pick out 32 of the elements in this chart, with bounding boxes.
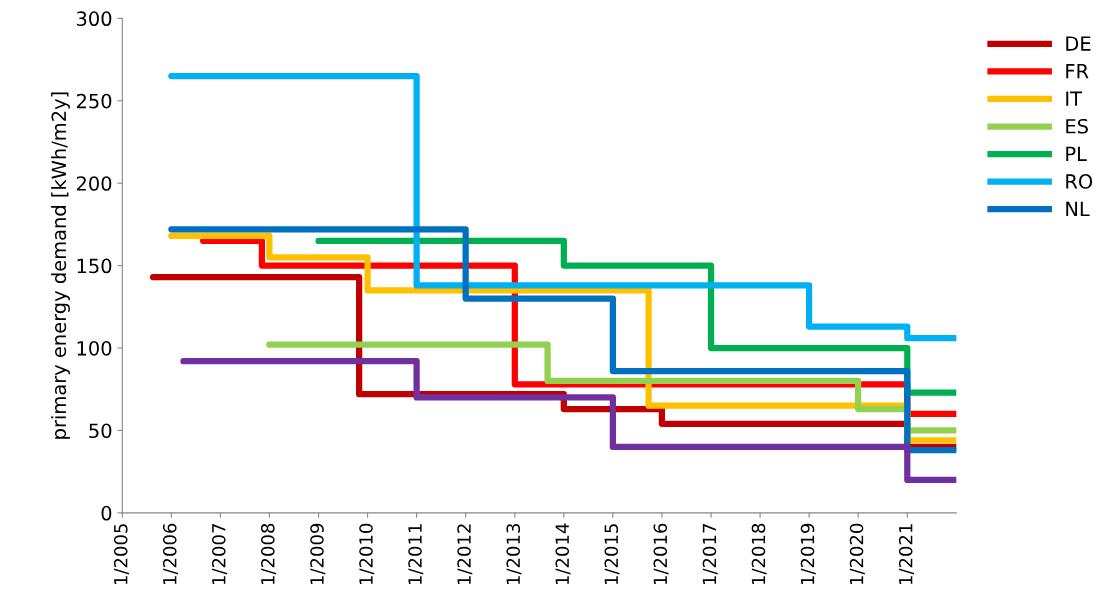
y-tick-label: 50 <box>89 423 112 439</box>
x-tick-label: 1/2010 <box>359 523 375 585</box>
x-tick-label: 1/2015 <box>604 524 620 585</box>
y-tick-label: 300 <box>76 11 112 27</box>
y-tick-label: 200 <box>76 176 112 191</box>
legend-label: DE <box>1066 36 1091 51</box>
x-tick-label: 1/2008 <box>260 523 277 585</box>
x-tick-label: 1/2011 <box>408 524 424 585</box>
y-tick-label: 150 <box>77 258 112 274</box>
legend-label: ES <box>1066 118 1088 134</box>
x-tick-label: 1/2018 <box>751 523 767 585</box>
x-tick-label: 1/2007 <box>211 524 228 585</box>
legend-label: PL <box>1066 146 1087 161</box>
x-tick-label: 1/2017 <box>702 524 718 585</box>
x-tick-label: 1/2006 <box>162 523 179 585</box>
x-tick-label: 1/2013 <box>506 524 522 585</box>
x-tick-label: 1/2021 <box>898 524 914 585</box>
x-tick-label: 1/2019 <box>800 523 816 585</box>
y-tick-label: 0 <box>101 505 112 521</box>
legend-label: RO <box>1066 174 1093 189</box>
y-tick-label: 250 <box>76 93 112 109</box>
x-tick-label: 1/2016 <box>653 523 669 585</box>
x-tick-label: 1/2009 <box>310 523 326 585</box>
x-tick-label: 1/2012 <box>457 524 473 585</box>
x-tick-label: 1/2005 <box>113 524 129 585</box>
y-tick-label: 100 <box>77 340 112 356</box>
legend-label: IT <box>1066 91 1083 106</box>
x-tick-label: 1/2014 <box>555 523 571 585</box>
legend-label: NL <box>1066 201 1090 217</box>
y-axis-title: primary energy demand [kWh/m2y] <box>51 92 70 439</box>
legend-label: FR <box>1066 64 1089 79</box>
x-tick-label: 1/2020 <box>849 523 865 585</box>
